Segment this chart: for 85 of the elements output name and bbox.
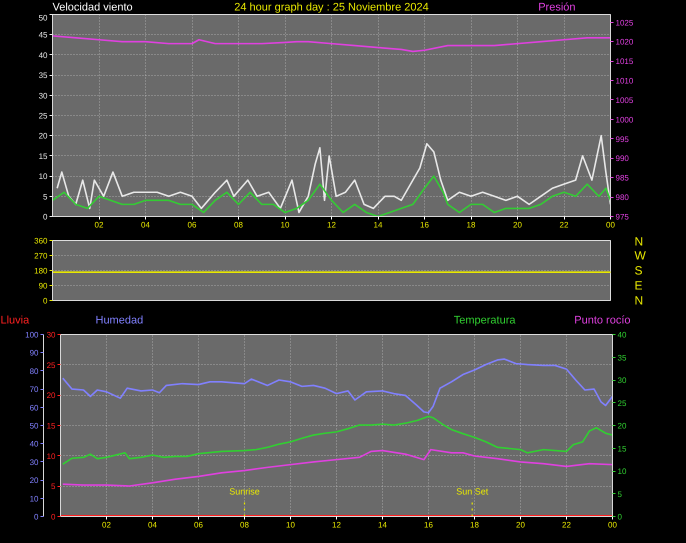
x-tick-label: 10 xyxy=(280,220,290,230)
y2-tick-label: 80 xyxy=(30,366,40,376)
x-tick-label: 02 xyxy=(102,520,112,530)
x-tick-label: 02 xyxy=(94,220,104,230)
y2-tick-label: 100 xyxy=(25,330,40,340)
y-tick-label: 20 xyxy=(38,132,48,141)
y-tick-label: 10 xyxy=(38,172,48,182)
ref-line-label: Sun Set xyxy=(456,486,489,496)
y3-tick-label: 5 xyxy=(618,490,622,499)
y-tick-label: 15 xyxy=(38,152,48,161)
y2-tick-label: 980 xyxy=(616,193,630,202)
y2-tick-label: 990 xyxy=(616,154,630,164)
y2-axis-title: Presión xyxy=(538,2,576,14)
x-tick-label: 18 xyxy=(470,520,480,530)
y3-tick-label: 25 xyxy=(618,398,627,408)
y3-tick-label: 0 xyxy=(618,512,622,522)
x-tick-label: 08 xyxy=(234,220,244,230)
x-tick-label: 06 xyxy=(194,520,204,530)
x-tick-label: 20 xyxy=(516,520,526,530)
y-tick-label: 90 xyxy=(38,282,48,290)
y-axis-title: Velocidad viento xyxy=(52,2,133,14)
y-tick-label: 50 xyxy=(38,14,48,22)
y2-tick-label: 995 xyxy=(616,134,630,144)
y3-tick-label: 35 xyxy=(618,353,627,362)
text: Humedad xyxy=(96,314,144,326)
text: N xyxy=(634,294,644,308)
y2-tick-label: 70 xyxy=(30,385,40,394)
text: Lluvia xyxy=(0,314,30,326)
y3-tick-label: 15 xyxy=(618,444,627,454)
y-tick-label: 30 xyxy=(38,91,48,100)
x-tick-label: 04 xyxy=(148,520,158,530)
y-tick-label: 35 xyxy=(38,71,48,80)
x-tick-label: 04 xyxy=(141,220,150,230)
y3-tick-label: 10 xyxy=(618,467,627,476)
y-tick-label: 20 xyxy=(46,391,56,400)
x-tick-label: 16 xyxy=(424,520,434,530)
y2-tick-label: 975 xyxy=(616,212,630,222)
ref-line-label: Sunrise xyxy=(229,486,260,496)
y-tick-label: 360 xyxy=(34,236,48,246)
y-tick-label: 270 xyxy=(34,252,48,260)
y2-tick-label: 1010 xyxy=(616,76,634,86)
y2-tick-label: 1025 xyxy=(616,18,634,28)
y3-tick-label: 30 xyxy=(618,376,627,385)
y-tick-label: 40 xyxy=(38,50,48,60)
y-tick-label: 5 xyxy=(51,482,56,492)
y3-tick-label: 20 xyxy=(618,422,627,430)
y-tick-label: 25 xyxy=(46,360,56,370)
y2-tick-label: 60 xyxy=(30,403,40,412)
y-tick-label: 30 xyxy=(46,330,56,340)
x-tick-label: 14 xyxy=(378,520,388,530)
x-tick-label: 06 xyxy=(188,220,197,230)
x-tick-label: 14 xyxy=(374,220,383,230)
y-tick-label: 10 xyxy=(46,452,56,461)
x-tick-label: 20 xyxy=(513,220,522,230)
x-tick-label: 12 xyxy=(332,520,342,530)
y-tick-label: 5 xyxy=(43,192,48,202)
x-tick-label: 22 xyxy=(562,520,572,530)
text: S xyxy=(634,264,643,278)
y3-tick-label: 40 xyxy=(618,330,627,340)
y2-tick-label: 1005 xyxy=(616,96,634,105)
y-tick-label: 0 xyxy=(43,296,48,306)
y2-tick-label: 1015 xyxy=(616,57,634,66)
text: Temperatura xyxy=(454,314,516,326)
chart-title: 24 hour graph day : 25 Noviembre 2024 xyxy=(234,2,429,14)
text: Punto rocío xyxy=(574,314,631,326)
y-tick-label: 0 xyxy=(43,212,48,222)
text: W xyxy=(634,248,646,262)
y-tick-label: 25 xyxy=(38,112,48,120)
y2-tick-label: 1020 xyxy=(616,38,634,47)
x-tick-label: 00 xyxy=(606,220,616,230)
x-tick-label: 22 xyxy=(560,220,569,230)
x-tick-label: 00 xyxy=(608,520,618,530)
y-tick-label: 0 xyxy=(51,512,56,522)
x-tick-label: 08 xyxy=(240,520,250,530)
x-tick-label: 10 xyxy=(286,520,296,530)
y-tick-label: 180 xyxy=(34,266,48,276)
y2-tick-label: 985 xyxy=(616,174,630,183)
x-tick-label: 18 xyxy=(466,220,476,230)
text: N xyxy=(634,234,644,248)
x-tick-label: 16 xyxy=(420,220,430,230)
y2-tick-label: 1000 xyxy=(616,115,634,124)
y-tick-label: 15 xyxy=(46,422,56,430)
text: E xyxy=(634,278,643,292)
y-tick-label: 45 xyxy=(38,30,48,40)
x-tick-label: 12 xyxy=(327,220,336,230)
